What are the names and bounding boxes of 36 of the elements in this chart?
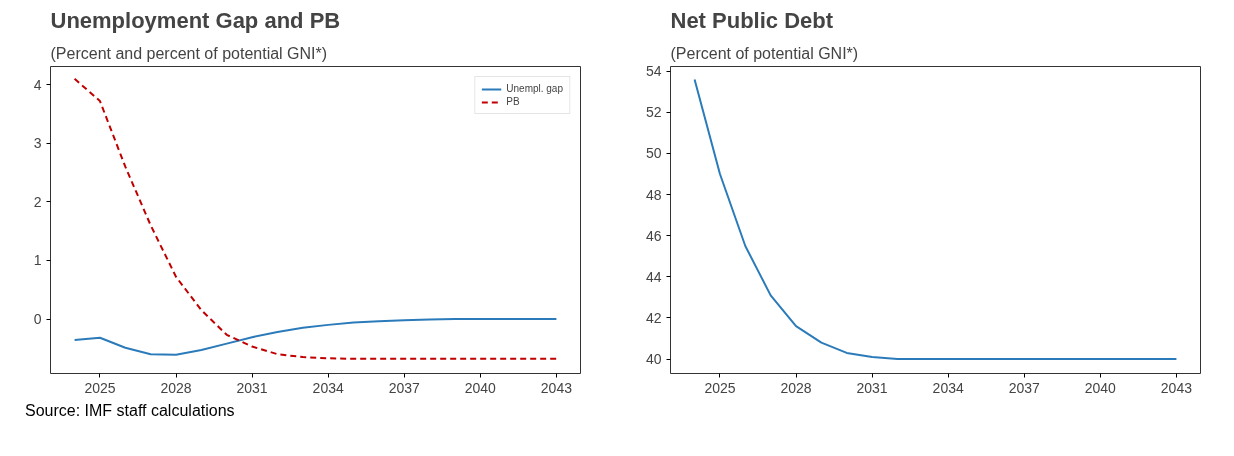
x-tick-label: 2043 bbox=[1160, 379, 1193, 396]
y-tick-label: 40 bbox=[645, 351, 662, 368]
chart-title: Net Public Debt bbox=[670, 7, 834, 33]
y-tick-label: 0 bbox=[33, 311, 42, 328]
x-tick-label: 2028 bbox=[780, 379, 812, 396]
x-tick-label: 2043 bbox=[540, 379, 573, 396]
chart-title: Unemployment Gap and PB bbox=[50, 7, 341, 33]
x-tick-label: 2040 bbox=[464, 379, 497, 396]
chart-subtitle: (Percent and percent of potential GNI*) bbox=[50, 44, 328, 62]
y-tick-label: 46 bbox=[645, 227, 662, 244]
x-tick-label: 2034 bbox=[932, 379, 964, 396]
legend-label: Unempl. gap bbox=[506, 83, 563, 94]
x-tick-label: 2028 bbox=[160, 379, 192, 396]
source-note: Source: IMF staff calculations bbox=[25, 401, 235, 421]
y-tick-label: 3 bbox=[33, 135, 42, 152]
chart-subtitle: (Percent of potential GNI*) bbox=[670, 44, 859, 62]
x-tick-label: 2037 bbox=[388, 379, 421, 396]
y-tick-label: 4 bbox=[33, 76, 42, 93]
y-tick-label: 50 bbox=[645, 145, 662, 162]
x-tick-label: 2031 bbox=[236, 379, 268, 396]
line-series bbox=[693, 78, 1178, 361]
x-tick-label: 2031 bbox=[856, 379, 888, 396]
x-tick-label: 2034 bbox=[312, 379, 344, 396]
y-tick-label: 42 bbox=[645, 309, 662, 326]
y-tick-label: 1 bbox=[33, 252, 42, 269]
y-tick-label: 52 bbox=[645, 104, 662, 121]
y-tick-label: 48 bbox=[645, 186, 662, 203]
legend-label: PB bbox=[506, 96, 521, 107]
x-tick-label: 2025 bbox=[704, 379, 736, 396]
x-tick-label: 2025 bbox=[84, 379, 116, 396]
y-tick-label: 2 bbox=[33, 193, 42, 210]
x-tick-label: 2037 bbox=[1008, 379, 1041, 396]
y-tick-label: 54 bbox=[645, 63, 662, 80]
line-series bbox=[73, 318, 558, 356]
y-tick-label: 44 bbox=[645, 268, 662, 285]
x-tick-label: 2040 bbox=[1084, 379, 1117, 396]
